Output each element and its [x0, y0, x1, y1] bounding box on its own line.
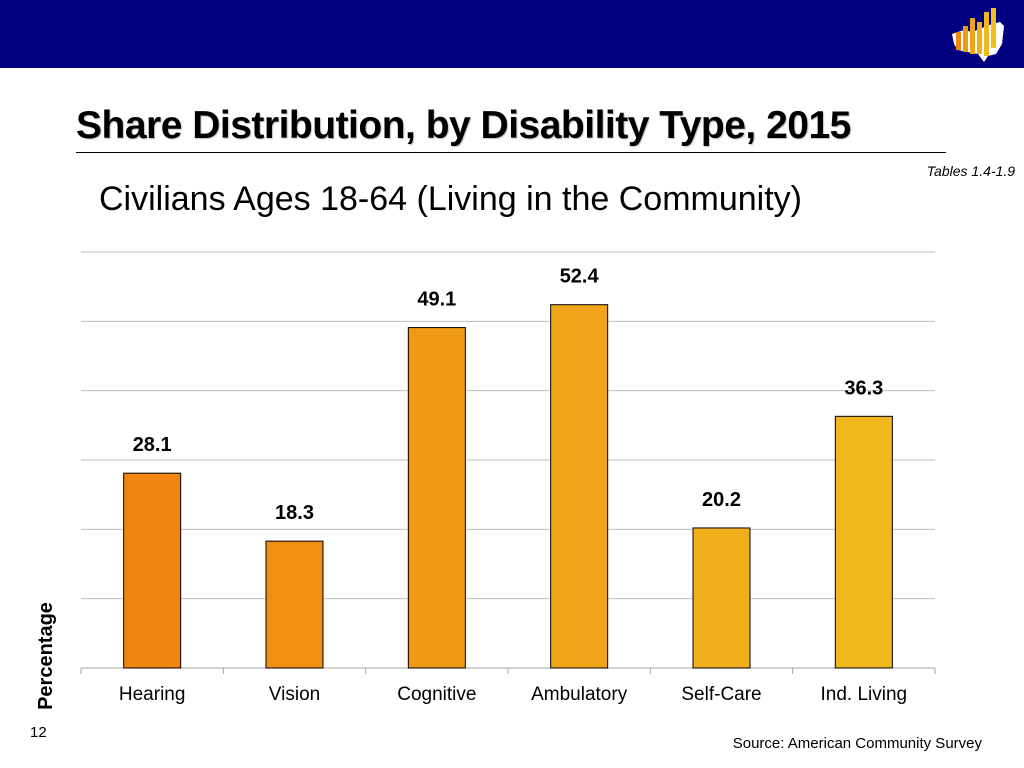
slide-subtitle: Civilians Ages 18-64 (Living in the Comm…: [99, 180, 802, 218]
x-tick-label: Ind. Living: [821, 684, 908, 705]
bar-value-label: 28.1: [133, 434, 172, 456]
x-tick-label: Cognitive: [397, 684, 476, 705]
x-tick-label: Hearing: [119, 684, 186, 705]
bar-value-label: 49.1: [417, 289, 456, 311]
chart-bars: [123, 304, 893, 669]
chart-value-labels: 28.1 18.3 49.1 52.4 20.2 36.3: [133, 266, 884, 524]
bar-chart: 28.1 18.3 49.1 52.4 20.2 36.3 Hearing Vision Co…: [35, 251, 936, 710]
y-axis-label: Percentage: [35, 602, 57, 710]
x-tick-label: Ambulatory: [531, 684, 628, 705]
bar-ambulatory: [550, 304, 609, 669]
bar-value-label: 52.4: [560, 266, 600, 288]
x-tick-label: Self-Care: [681, 684, 761, 705]
chart-gridlines: [80, 251, 936, 674]
bar-hearing: [123, 472, 182, 669]
header-bar: [0, 0, 1024, 68]
bar-self-care: [692, 527, 751, 669]
bar-ind-living: [834, 415, 893, 669]
source-note: Source: American Community Survey: [732, 735, 982, 752]
chart-category-labels: Hearing Vision Cognitive Ambulatory Self-Car…: [119, 684, 907, 705]
bar-cognitive: [407, 327, 466, 669]
tables-reference: Tables 1.4-1.9: [926, 163, 1015, 179]
bar-vision: [265, 540, 324, 669]
x-tick-label: Vision: [269, 684, 320, 705]
us-map-bar-chart-logo-icon: [952, 8, 1004, 62]
bar-value-label: 18.3: [275, 502, 314, 524]
slide-title: Share Distribution, by Disability Type, …: [76, 104, 851, 147]
title-underline: [76, 152, 946, 153]
bar-value-label: 36.3: [844, 377, 883, 399]
page-number: 12: [30, 724, 47, 741]
bar-value-label: 20.2: [702, 489, 741, 511]
